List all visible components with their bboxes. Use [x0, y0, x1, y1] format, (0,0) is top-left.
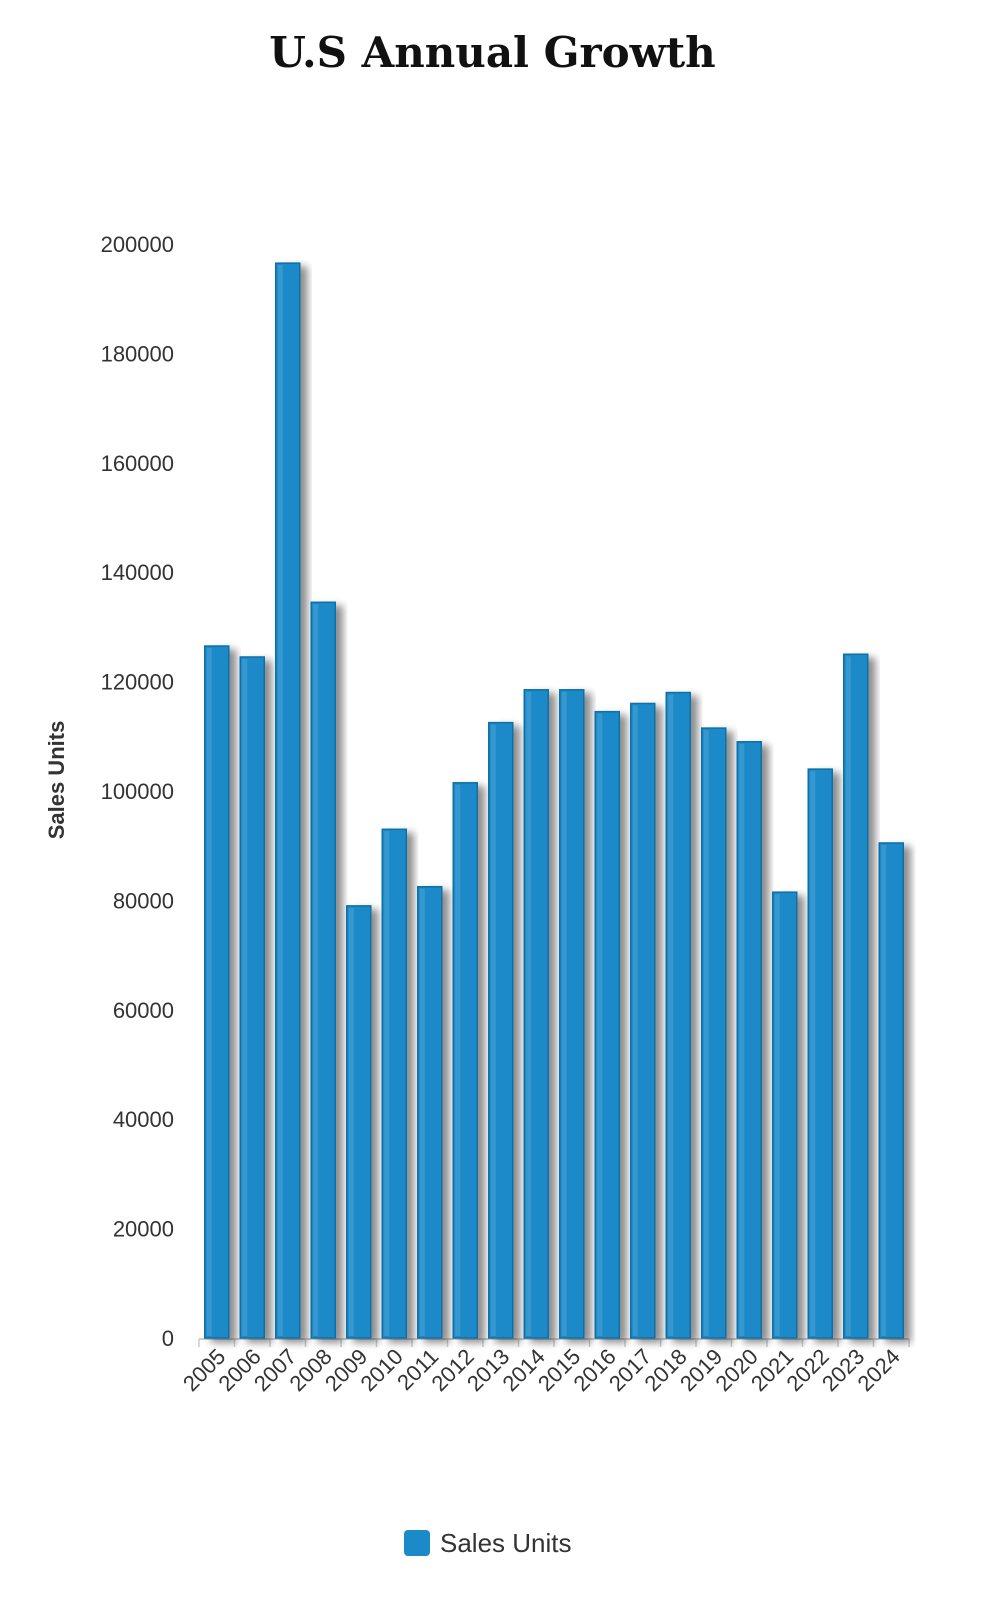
y-tick-labels: 0 20000 40000 60000 80000 100000 120000 140000 1…	[101, 232, 174, 1351]
bar-highlight	[739, 743, 745, 1336]
bar-2012[interactable]	[452, 782, 478, 1339]
y-tick-label: 140000	[101, 560, 174, 585]
bar-2014[interactable]	[523, 689, 549, 1339]
legend-swatch	[404, 1530, 430, 1556]
bar-2006[interactable]	[239, 656, 265, 1339]
bars-layer	[204, 262, 904, 1339]
bar-highlight	[881, 844, 887, 1336]
bar-2008[interactable]	[310, 601, 336, 1339]
bar-2010[interactable]	[381, 828, 407, 1339]
bar-highlight	[242, 658, 248, 1336]
bar-highlight	[277, 265, 283, 1336]
bar-highlight	[668, 694, 674, 1336]
bar-2021[interactable]	[772, 891, 798, 1339]
bar-2016[interactable]	[594, 710, 620, 1339]
bar-highlight	[632, 705, 638, 1336]
bar-highlight	[845, 656, 851, 1336]
y-tick-label: 40000	[113, 1107, 174, 1132]
bar-2013[interactable]	[488, 721, 514, 1339]
bar-highlight	[384, 831, 390, 1336]
chart-title: U.S Annual Growth	[269, 28, 716, 77]
legend-label: Sales Units	[440, 1527, 572, 1558]
bar-2024[interactable]	[878, 842, 904, 1339]
bar-highlight	[455, 784, 461, 1336]
bar-highlight	[313, 604, 319, 1336]
bar-2009[interactable]	[346, 905, 372, 1339]
bar-2015[interactable]	[559, 689, 585, 1339]
y-tick-label: 160000	[101, 451, 174, 476]
bar-2018[interactable]	[665, 691, 691, 1339]
bar-highlight	[810, 771, 816, 1336]
bar-2022[interactable]	[807, 768, 833, 1339]
bar-2019[interactable]	[701, 727, 727, 1339]
y-tick-label: 200000	[101, 232, 174, 257]
bar-highlight	[597, 713, 603, 1336]
y-tick-label: 80000	[113, 888, 174, 913]
y-tick-label: 100000	[101, 779, 174, 804]
bar-2005[interactable]	[204, 645, 230, 1339]
y-tick-label: 20000	[113, 1217, 174, 1242]
axis-layer	[198, 1338, 910, 1347]
bar-2023[interactable]	[843, 653, 869, 1339]
bar-highlight	[561, 691, 567, 1336]
y-tick-label: 120000	[101, 670, 174, 695]
bar-2020[interactable]	[736, 741, 762, 1339]
bar-highlight	[206, 648, 212, 1336]
bar-highlight	[774, 894, 780, 1336]
bar-2011[interactable]	[417, 885, 443, 1339]
bar-highlight	[703, 730, 709, 1336]
x-tick-labels: 2005200620072008200920102011201220132014…	[178, 1344, 905, 1396]
bar-highlight	[419, 888, 425, 1336]
bar-highlight	[490, 724, 496, 1336]
bar-2017[interactable]	[630, 702, 656, 1339]
legend[interactable]: Sales Units	[404, 1528, 572, 1558]
x-tick-label: 2024	[852, 1344, 904, 1396]
bar-2007[interactable]	[275, 262, 301, 1339]
bar-highlight	[348, 907, 354, 1336]
bar-highlight	[526, 691, 532, 1336]
y-tick-label: 0	[162, 1326, 174, 1351]
y-tick-label: 180000	[101, 341, 174, 366]
y-axis-label: Sales Units	[44, 721, 69, 840]
y-tick-label: 60000	[113, 998, 174, 1023]
